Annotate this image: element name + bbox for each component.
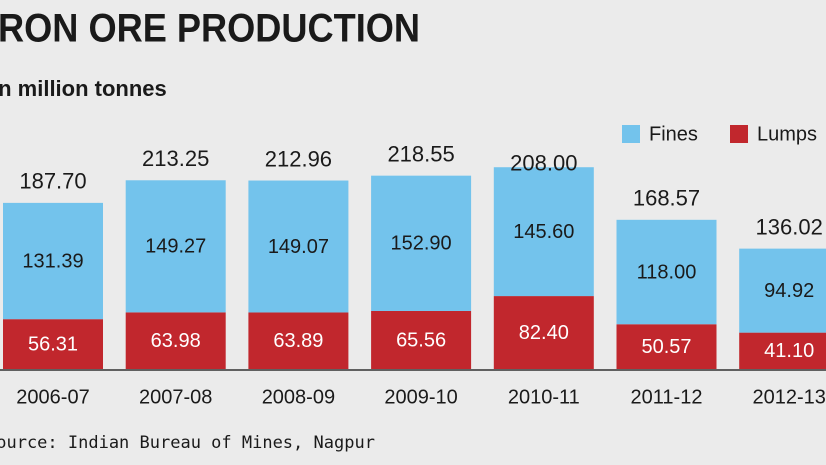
bar-segment: [125, 312, 226, 369]
bar-segment: [739, 248, 826, 333]
x-tick-label: 2006-07: [16, 386, 89, 408]
value-label: 145.60: [513, 221, 574, 243]
total-label: 187.70: [19, 169, 86, 194]
legend-swatch: [730, 125, 748, 143]
value-label: 50.57: [641, 336, 691, 358]
value-label: 63.89: [273, 330, 323, 352]
value-label: 149.07: [268, 236, 329, 258]
value-label: 56.31: [28, 333, 78, 355]
bar-segment: [371, 175, 472, 311]
x-tick-label: 2009-10: [384, 386, 457, 408]
total-label: 168.57: [633, 186, 700, 211]
x-tick-label: 2007-08: [139, 386, 212, 408]
bar-segment: [248, 180, 349, 313]
value-label: 82.40: [519, 322, 569, 344]
legend-label: Lumps: [757, 123, 817, 145]
total-label: 212.96: [265, 146, 332, 171]
value-label: 94.92: [764, 280, 814, 302]
chart-subtitle: In million tonnes: [0, 76, 167, 101]
total-label: 136.02: [756, 214, 823, 239]
legend-swatch: [622, 125, 640, 143]
x-tick-label: 2008-09: [262, 386, 335, 408]
source-note: Source: Indian Bureau of Mines, Nagpur: [0, 433, 375, 453]
bar-segment: [739, 332, 826, 369]
bar-segment: [493, 296, 594, 369]
value-label: 41.10: [764, 340, 814, 362]
bar-segment: [3, 319, 103, 369]
value-label: 131.39: [22, 250, 83, 272]
x-tick-label: 2010-11: [508, 386, 580, 408]
value-label: 118.00: [637, 261, 697, 283]
bar-segment: [616, 324, 717, 369]
bar-segment: [3, 202, 103, 320]
legend-label: Fines: [649, 123, 698, 145]
value-label: 63.98: [151, 330, 201, 352]
bar-segment: [371, 310, 472, 369]
x-tick-label: 2011-12: [631, 386, 703, 408]
value-label: 152.90: [391, 233, 452, 255]
x-tick-label: 2012-13: [752, 386, 825, 408]
total-label: 213.25: [142, 146, 209, 171]
bar-segment: [125, 180, 226, 313]
total-label: 218.55: [387, 141, 454, 166]
bar-segment: [493, 167, 594, 297]
total-label: 208.00: [510, 151, 577, 176]
bar-segment: [616, 219, 717, 325]
value-label: 149.27: [145, 236, 206, 258]
chart-title: IRON ORE PRODUCTION: [0, 7, 420, 51]
bar-segment: [248, 312, 349, 369]
value-label: 65.56: [396, 329, 446, 351]
